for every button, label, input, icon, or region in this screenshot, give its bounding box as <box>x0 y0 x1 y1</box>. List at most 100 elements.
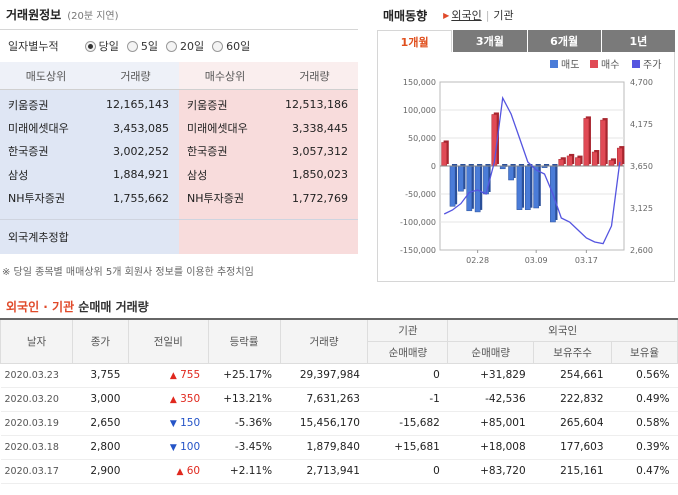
table-row: 키움증권 12,513,186 <box>187 98 348 112</box>
date-cell: 2020.03.19 <box>0 411 73 436</box>
close-cell: 3,000 <box>72 387 129 412</box>
legend-swatch <box>550 60 558 68</box>
foreign-ratio-cell: 0.47% <box>611 459 678 484</box>
foreign-hold-cell: 265,604 <box>533 411 612 436</box>
legend-label: 매수 <box>601 59 619 71</box>
header-foreign-net: 순매매량 <box>447 340 535 364</box>
buy-bar <box>566 155 573 167</box>
header-volume: 거래량 <box>279 318 369 364</box>
y2-tick-label: 4,175 <box>630 120 653 129</box>
buy-bar <box>591 151 598 167</box>
table-row: NH투자증권 1,772,769 <box>187 191 348 206</box>
volume-cell: 7,631,263 <box>280 387 368 412</box>
chart-container: 매도 매수 주가 150,000 100,000 50,000 0 -50,000 -100,0… <box>377 52 675 282</box>
inst-net-cell: +15,681 <box>367 435 448 460</box>
header-close: 종가 <box>71 318 129 364</box>
y-tick-label: -150,000 <box>400 246 436 255</box>
rate-cell: +2.11% <box>208 459 281 484</box>
institution-link[interactable]: 기관 <box>493 9 514 22</box>
x-tick-label: 02.28 <box>466 256 489 265</box>
header-institution: 기관 <box>367 318 449 342</box>
trading-trend-panel: 매매동향 ▶ 외국인 | 기관 1개월 3개월 6개월 1년 매도 매수 주가 150… <box>377 0 678 290</box>
header-date: 날자 <box>0 318 73 364</box>
header-diff: 전일비 <box>127 318 209 364</box>
sell-table-header: 매도상위 거래량 <box>0 62 179 90</box>
diff-cell: ▲ 60 <box>128 459 209 484</box>
close-cell: 2,900 <box>72 459 129 484</box>
foreign-hold-cell: 215,161 <box>533 459 612 484</box>
triangle-down-icon: ▼ <box>169 443 177 453</box>
foreign-net-cell: +85,001 <box>447 411 534 436</box>
period-radio-5d[interactable]: 5일 <box>126 38 158 54</box>
volume-cell: 29,397,984 <box>280 363 368 388</box>
x-tick-label: 03.09 <box>525 256 548 265</box>
date-cell: 2020.03.17 <box>0 459 73 484</box>
delay-note: (20분 지연) <box>67 11 119 22</box>
header-rate: 등락률 <box>207 318 281 364</box>
sell-bar <box>516 165 523 210</box>
broker-info-header: 거래원정보 (20분 지연) <box>0 0 358 30</box>
foreign-net-cell: +31,829 <box>447 363 534 388</box>
radio-icon <box>84 40 96 52</box>
buy-bar <box>441 142 448 167</box>
date-cell: 2020.03.23 <box>0 363 73 388</box>
sell-bar <box>449 165 456 207</box>
table-row: 2020.03.17 2,900 ▲ 60 +2.11% 2,713,941 0 +83,7… <box>0 459 678 484</box>
estimate-footnote: ※ 당일 종목별 매매상위 5개 회원사 정보를 이용한 추정치임 <box>2 267 254 278</box>
period-radio-today[interactable]: 당일 <box>84 38 119 54</box>
period-radio-20d[interactable]: 20일 <box>165 38 204 54</box>
buy-bar <box>608 160 615 167</box>
foreign-estimate-label: 외국계추정합 <box>8 231 69 244</box>
diff-cell: ▼ 150 <box>128 411 209 436</box>
sell-top-table: 매도상위 거래량 키움증권 12,165,143 미래에셋대우 3,453,085 … <box>0 62 179 254</box>
table-row: NH투자증권 1,755,662 <box>8 191 169 206</box>
tab-1-month[interactable]: 1개월 <box>377 30 453 52</box>
radio-icon <box>165 40 177 52</box>
radio-icon <box>212 40 224 52</box>
foreign-net-cell: +18,008 <box>447 435 534 460</box>
y-tick-label: 0 <box>431 162 436 171</box>
header-foreign-ratio: 보유율 <box>611 340 678 364</box>
date-cell: 2020.03.18 <box>0 435 73 460</box>
y-tick-label: -100,000 <box>400 218 436 227</box>
tab-1-year[interactable]: 1년 <box>600 30 675 52</box>
foreign-ratio-cell: 0.39% <box>611 435 678 460</box>
rate-cell: +25.17% <box>208 363 281 388</box>
header-foreign-hold: 보유주수 <box>533 340 613 364</box>
triangle-up-icon: ▲ <box>176 467 184 477</box>
trend-header: 매매동향 ▶ 외국인 | 기관 <box>377 0 678 30</box>
foreign-link[interactable]: 외국인 <box>451 9 482 22</box>
period-tabs: 1개월 3개월 6개월 1년 <box>377 30 675 52</box>
tab-3-months[interactable]: 3개월 <box>452 30 527 52</box>
foreign-net-cell: -42,536 <box>447 387 534 412</box>
diff-cell: ▼ 100 <box>128 435 209 460</box>
table-row: 한국증권 3,057,312 <box>187 144 348 159</box>
table-row: 2020.03.20 3,000 ▲ 350 +13.21% 7,631,263 -1 -4… <box>0 387 678 412</box>
sell-bar <box>533 165 540 209</box>
diff-cell: ▲ 755 <box>128 363 209 388</box>
volume-cell: 15,456,170 <box>280 411 368 436</box>
sell-bar <box>474 165 481 213</box>
legend-label: 매도 <box>561 59 579 71</box>
y2-tick-label: 4,700 <box>630 78 653 87</box>
period-selector: 일자별누적 당일 5일 20일 60일 <box>0 30 358 62</box>
bar-shadow <box>502 164 508 167</box>
table-row: 2020.03.18 2,800 ▼ 100 -3.45% 1,879,840 +15,6… <box>0 435 678 460</box>
buy-bar <box>575 157 581 167</box>
net-trade-rows: 2020.03.23 3,755 ▲ 755 +25.17% 29,397,984 0 +3… <box>0 363 678 484</box>
volume-cell: 1,879,840 <box>280 435 368 460</box>
tab-6-months[interactable]: 6개월 <box>526 30 601 52</box>
sell-bar <box>524 165 531 210</box>
triangle-right-icon: ▶ <box>443 10 450 20</box>
x-tick-label: 03.17 <box>575 256 598 265</box>
y-tick-label: 100,000 <box>403 106 436 115</box>
inst-net-cell: 0 <box>367 363 448 388</box>
period-radio-60d[interactable]: 60일 <box>212 38 250 54</box>
rate-cell: -3.45% <box>208 435 281 460</box>
inst-net-cell: -15,682 <box>367 411 448 436</box>
y-tick-label: 50,000 <box>408 134 436 143</box>
foreign-hold-cell: 222,832 <box>533 387 612 412</box>
date-cell: 2020.03.20 <box>0 387 73 412</box>
triangle-up-icon: ▲ <box>169 395 177 405</box>
close-cell: 2,650 <box>72 411 129 436</box>
